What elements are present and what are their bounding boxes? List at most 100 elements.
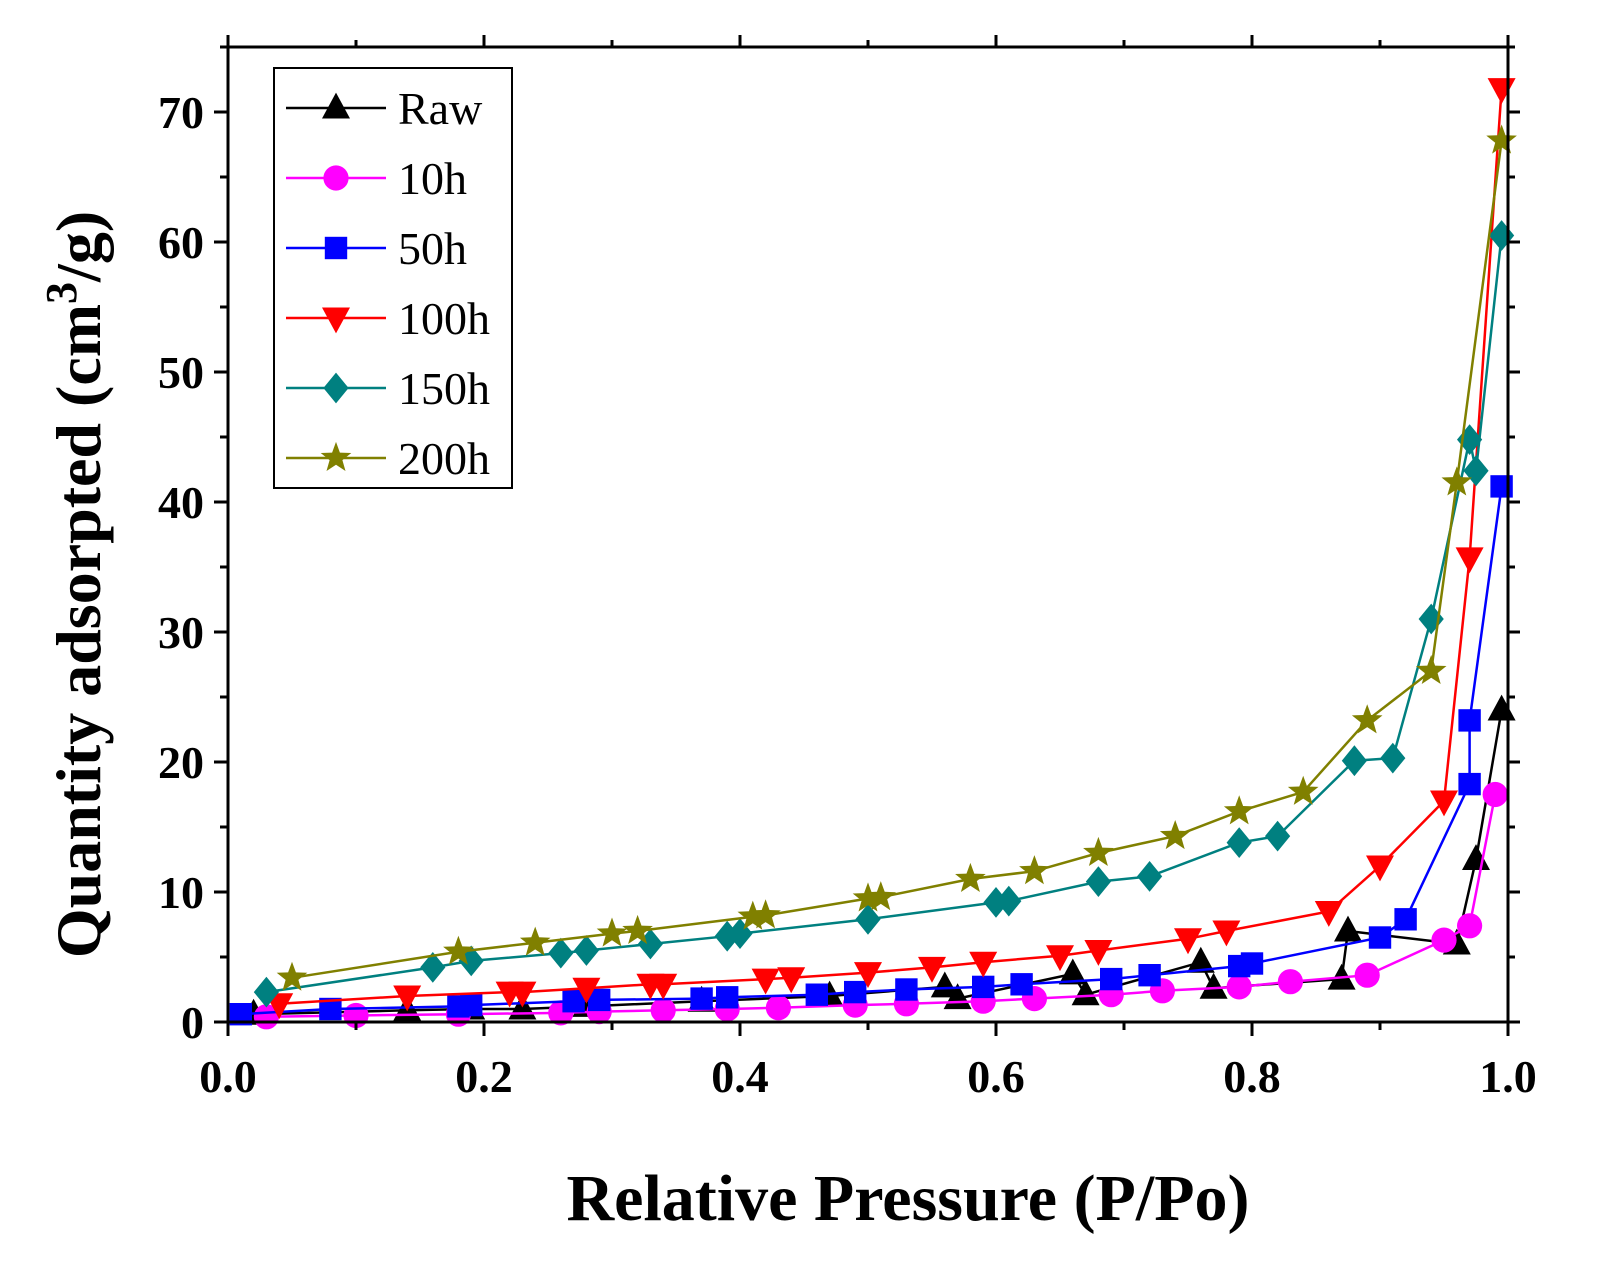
series-line-10h [266, 794, 1497, 1019]
data-point-200h [737, 900, 769, 930]
data-point-10h [1457, 913, 1483, 939]
data-point-50h [972, 975, 995, 999]
data-point-100h [918, 956, 946, 983]
data-point-200h [865, 881, 897, 911]
legend-box [273, 67, 513, 489]
data-point-100h [1430, 790, 1458, 817]
series-100h [265, 78, 1516, 1020]
y-axis-title-main: Quantity adsorpted (cm [43, 304, 114, 958]
data-point-150h [1226, 827, 1252, 858]
data-point-200h [1223, 795, 1255, 825]
y-axis-title-end: /g) [43, 211, 114, 283]
data-point-50h [588, 988, 611, 1012]
data-point-Raw [1058, 958, 1087, 985]
x-tick-label: 0.8 [1223, 1051, 1281, 1102]
data-point-100h [969, 951, 998, 978]
y-tick-label: 50 [158, 347, 204, 398]
data-point-50h [1010, 973, 1033, 996]
data-point-150h [420, 952, 446, 983]
x-tick-label: 1.0 [1479, 1051, 1537, 1102]
x-tick-label: 0.2 [455, 1051, 513, 1102]
legend-label: 10h [398, 153, 467, 204]
legend-label: Raw [398, 83, 483, 134]
data-point-50h [805, 983, 828, 1006]
data-point-200h [1486, 124, 1517, 154]
data-point-100h [508, 981, 537, 1008]
data-point-150h [1341, 745, 1367, 777]
legend-label: 200h [398, 433, 490, 484]
series-line-50h [240, 486, 1503, 1016]
data-point-50h [1458, 709, 1481, 732]
legend-marker [322, 92, 350, 119]
data-point-50h [319, 997, 342, 1021]
tick-labels: 0.0 0.2 0.4 0.6 0.8 1.0 0 10 20 30 40 50 60 70 [158, 87, 1537, 1102]
legend-marker [324, 236, 348, 260]
data-point-10h [765, 995, 792, 1021]
data-point-50h [1240, 952, 1264, 975]
data-point-150h [548, 937, 574, 969]
legend-item-Raw: Raw [286, 83, 483, 134]
legend-item-10h: 10h [286, 153, 467, 204]
legend-item-200h: 200h [286, 433, 490, 484]
legend-label: 150h [398, 363, 490, 414]
data-point-100h [572, 977, 601, 1004]
legend-item-150h: 150h [286, 363, 490, 414]
data-point-50h [1368, 926, 1392, 949]
data-point-150h [253, 976, 279, 1008]
legend-marker [323, 165, 349, 191]
y-axis-title-superscript: 3 [37, 282, 86, 304]
data-point-Raw [1186, 946, 1215, 973]
data-point-50h [1458, 772, 1481, 796]
y-axis-title: Quantity adsorpted (cm3/g) [37, 211, 114, 958]
data-point-50h [562, 990, 585, 1013]
data-point-150h [1380, 742, 1406, 774]
data-point-100h [1314, 901, 1343, 927]
data-point-100h [649, 973, 678, 1000]
data-point-100h [1366, 855, 1394, 882]
x-axis-title: Relative Pressure (P/Po) [566, 1162, 1249, 1235]
data-point-200h [1415, 654, 1447, 684]
data-point-Raw [1334, 915, 1362, 942]
data-point-150h [1463, 455, 1489, 487]
x-tick-label: 0.4 [711, 1051, 769, 1102]
y-tick-label: 10 [158, 867, 204, 918]
data-point-200h [1287, 775, 1319, 805]
data-point-100h [393, 985, 422, 1012]
data-point-10h [1431, 927, 1457, 953]
series-50h [229, 475, 1513, 1026]
data-point-10h [1277, 969, 1303, 995]
data-point-100h [1174, 928, 1202, 955]
data-point-150h [1085, 866, 1111, 897]
y-tick-label: 60 [158, 217, 204, 268]
data-point-Raw [1071, 979, 1100, 1006]
legend-item-50h: 50h [286, 223, 467, 274]
data-point-200h [1159, 820, 1191, 850]
data-point-200h [519, 926, 551, 956]
data-point-200h [1351, 704, 1383, 734]
data-point-100h [1455, 547, 1484, 574]
data-point-150h [996, 885, 1022, 917]
data-point-50h [844, 980, 867, 1004]
data-point-200h [1083, 836, 1114, 866]
data-point-200h [443, 935, 474, 965]
data-point-150h [573, 935, 599, 966]
ticks-layer [214, 35, 1520, 1036]
legend-label: 100h [398, 293, 490, 344]
data-point-50h [460, 993, 483, 1017]
legend-marker [320, 441, 352, 471]
data-point-150h [458, 945, 484, 977]
data-point-100h [854, 962, 882, 988]
data-point-150h [637, 928, 663, 960]
data-point-50h [1138, 964, 1161, 987]
data-point-150h [855, 903, 881, 935]
data-point-50h [716, 986, 739, 1009]
data-point-Raw [930, 971, 959, 998]
legend-label: 50h [398, 223, 467, 274]
series-200h [276, 124, 1517, 991]
data-point-50h [229, 1003, 252, 1026]
data-point-Raw [1199, 972, 1228, 999]
data-point-100h [777, 967, 806, 994]
y-tick-label: 40 [158, 477, 204, 528]
data-point-100h [751, 968, 780, 995]
